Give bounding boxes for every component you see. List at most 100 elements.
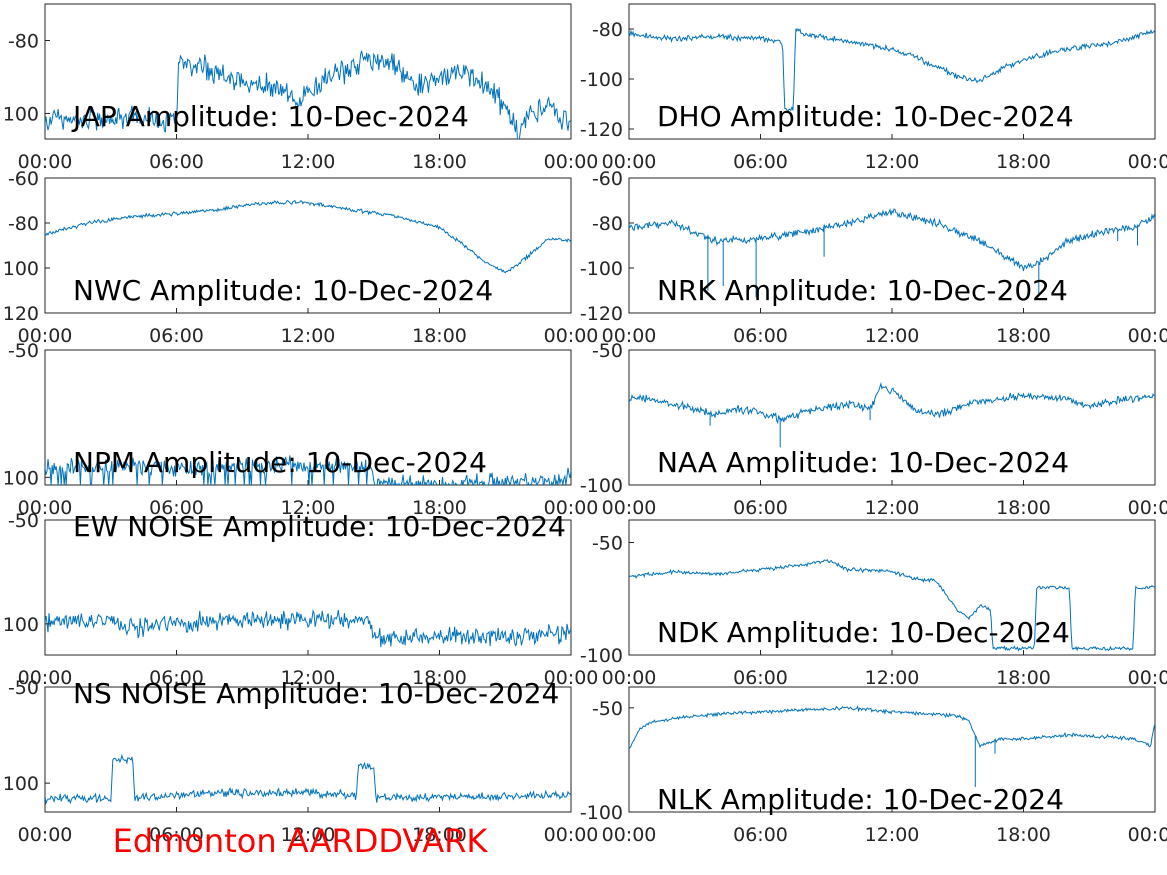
chart-panel: -80 100 00:00 06:00 12:00 18:00 00:00 JAP Ampli… [3,3,599,173]
chart-title: NWC Amplitude: 10-Dec-2024 [73,274,493,307]
series-line [629,27,1155,112]
x-tick-label: 00:00 [544,325,599,347]
series-line [629,558,1155,652]
x-tick-label: 06:00 [149,824,204,846]
plot-area [628,177,1156,314]
y-tick-label: -100 [580,475,623,497]
chart-title: NLK Amplitude: 10-Dec-2024 [657,783,1064,816]
y-tick-label: 120 [3,303,39,325]
x-tick-label: 00:00 [602,151,657,173]
y-tick-label: 100 [3,103,39,125]
y-tick-label: -50 [8,340,39,362]
x-tick-label: 00:00 [1128,497,1167,519]
series-line [45,200,571,274]
x-tick-label: 06:00 [149,325,204,347]
x-tick-label: 18:00 [996,667,1051,689]
y-tick-label: -60 [8,168,39,190]
x-tick-label: 12:00 [281,497,336,519]
chart-title: NPM Amplitude: 10-Dec-2024 [73,446,487,479]
x-tick-label: 18:00 [412,151,467,173]
x-tick-label: 00:00 [18,497,73,519]
series-line [45,753,571,806]
chart-panel: -80-100-12000:0006:0012:0018:0000:00DHO … [580,3,1167,173]
y-tick-label: -50 [8,677,39,699]
x-tick-label: 00:00 [18,824,73,846]
y-tick-label: -100 [580,802,623,824]
y-tick-label: 100 [3,773,39,795]
series-line [629,381,1155,448]
series-line [45,455,571,485]
x-tick-label: 18:00 [412,667,467,689]
plot-area [628,3,1156,140]
x-tick-label: 00:00 [18,151,73,173]
chart-title: DHO Amplitude: 10-Dec-2024 [657,100,1074,133]
y-tick-label: -60 [592,168,623,190]
x-tick-label: 18:00 [412,497,467,519]
x-tick-label: 06:00 [733,824,788,846]
chart-title: EW NOISE Amplitude: 10-Dec-2024 [73,510,566,543]
x-tick-label: 12:00 [865,325,920,347]
x-tick-label: 18:00 [412,325,467,347]
x-tick-label: 18:00 [412,824,467,846]
x-tick-label: 00:00 [544,497,599,519]
series-line [629,208,1155,298]
x-tick-label: 12:00 [281,325,336,347]
y-tick-label: 100 [3,614,39,636]
x-tick-label: 00:00 [602,667,657,689]
x-tick-label: 00:00 [544,151,599,173]
x-tick-label: 06:00 [149,667,204,689]
plot-area [628,519,1156,656]
y-tick-label: -100 [580,258,623,280]
x-tick-label: 18:00 [996,497,1051,519]
y-tick-label: -80 [8,30,39,52]
y-tick-label: -80 [8,213,39,235]
y-tick-label: -50 [592,533,623,555]
x-tick-label: 00:00 [602,325,657,347]
plot-area [44,177,572,314]
x-tick-label: 00:00 [1128,151,1167,173]
y-tick-label: -100 [580,645,623,667]
x-tick-label: 18:00 [996,325,1051,347]
y-tick-label: 100 [3,467,39,489]
y-tick-label: -80 [592,213,623,235]
x-tick-label: 18:00 [996,151,1051,173]
footer-label: Edmonton AARDDVARK [113,822,489,860]
x-tick-label: 06:00 [733,667,788,689]
x-tick-label: 06:00 [733,497,788,519]
y-tick-label: -120 [580,303,623,325]
x-tick-label: 06:00 [733,325,788,347]
y-tick-label: -50 [592,340,623,362]
series-line [629,705,1155,787]
x-tick-label: 00:00 [1128,325,1167,347]
x-tick-label: 12:00 [865,667,920,689]
x-tick-label: 12:00 [865,824,920,846]
y-tick-label: -100 [580,69,623,91]
x-tick-label: 00:00 [18,667,73,689]
x-tick-label: 00:00 [544,824,599,846]
y-tick-label: 100 [3,258,39,280]
chart-panel: -50 100 00:00 06:00 12:00 18:00 00:00 EW NOISE … [3,510,599,689]
chart-title: NDK Amplitude: 10-Dec-2024 [657,616,1070,649]
chart-title: NRK Amplitude: 10-Dec-2024 [657,274,1068,307]
y-tick-label: -50 [8,510,39,532]
series-line [45,50,571,139]
x-tick-label: 00:00 [602,497,657,519]
x-tick-label: 00:00 [602,824,657,846]
chart-panel: -60-80-100-12000:0006:0012:0018:0000:00N… [580,168,1167,347]
chart-title: JAP Amplitude: 10-Dec-2024 [71,100,469,133]
x-tick-label: 00:00 [544,667,599,689]
x-tick-label: 12:00 [865,497,920,519]
y-tick-label: -80 [592,19,623,41]
x-tick-label: 06:00 [149,151,204,173]
chart-title: NS NOISE Amplitude: 10-Dec-2024 [73,677,559,710]
x-tick-label: 06:00 [733,151,788,173]
x-tick-label: 00:00 [1128,824,1167,846]
chart-title: NAA Amplitude: 10-Dec-2024 [657,446,1069,479]
series-line [45,609,571,648]
